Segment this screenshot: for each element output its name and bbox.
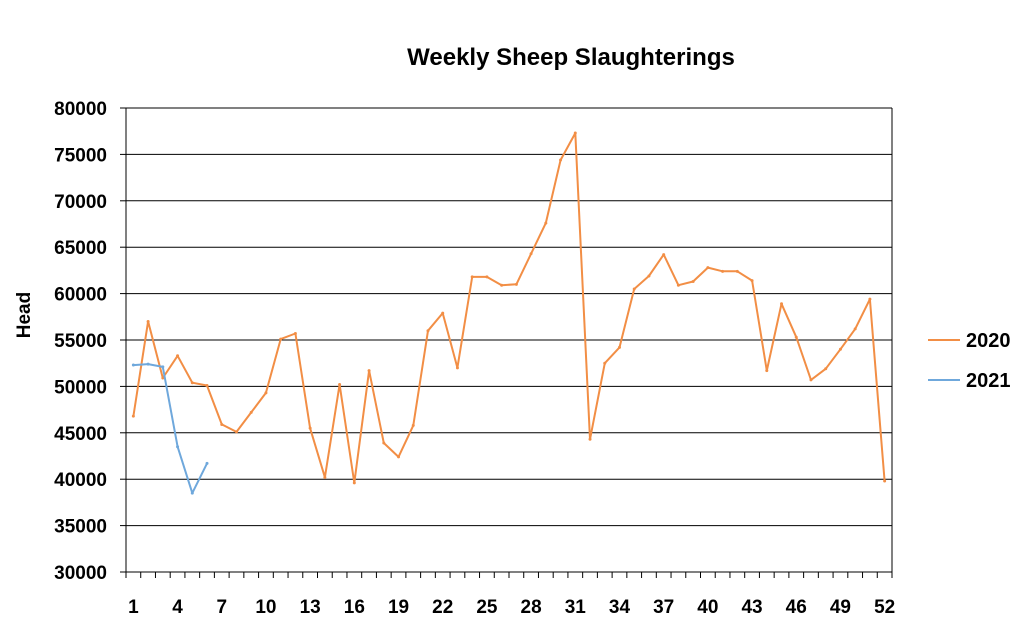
data-point-2020	[735, 269, 739, 273]
data-point-2020	[131, 414, 135, 418]
data-point-2020	[824, 367, 828, 371]
data-point-2020	[190, 381, 194, 385]
data-point-2020	[721, 269, 725, 273]
data-point-2020	[853, 327, 857, 331]
data-point-2021	[176, 445, 180, 449]
data-point-2020	[382, 441, 386, 445]
x-tick-label: 34	[609, 597, 631, 618]
axes: 30000 35000 40000 45000 50000 55000 60000 65000…	[54, 99, 895, 618]
x-tick-label: 16	[344, 597, 365, 618]
x-tick-label: 40	[697, 597, 718, 618]
data-point-2021	[205, 461, 209, 465]
data-point-2020	[544, 221, 548, 225]
y-tick-label: 65000	[54, 238, 107, 259]
y-tick-label: 60000	[54, 285, 107, 306]
y-axis-title: Head	[14, 292, 35, 338]
data-point-2020	[883, 479, 887, 483]
data-point-2020	[529, 252, 533, 256]
x-tick-label: 31	[565, 597, 587, 618]
x-tick-label: 28	[521, 597, 542, 618]
data-point-2020	[323, 475, 327, 479]
data-point-2020	[293, 332, 297, 336]
data-point-2020	[750, 279, 754, 283]
data-point-2020	[573, 131, 577, 135]
data-point-2020	[308, 426, 312, 430]
y-tick-label: 40000	[54, 470, 107, 491]
x-tick-label: 19	[388, 597, 409, 618]
data-point-2020	[765, 369, 769, 373]
data-point-2020	[809, 378, 813, 382]
x-tick-label: 25	[476, 597, 498, 618]
data-point-2020	[500, 283, 504, 287]
data-point-2020	[249, 410, 253, 414]
x-tick-label: 49	[830, 597, 851, 618]
data-point-2020	[588, 437, 592, 441]
data-point-2020	[603, 361, 607, 365]
data-point-2020	[220, 422, 224, 426]
data-point-2020	[146, 319, 150, 323]
data-point-2020	[632, 287, 636, 291]
data-point-2021	[161, 365, 165, 369]
data-point-2021	[131, 363, 135, 367]
data-point-2020	[647, 274, 651, 278]
x-tick-label: 37	[653, 597, 674, 618]
x-tick-label: 22	[432, 597, 453, 618]
series-line-2020	[132, 132, 886, 484]
data-point-2020	[780, 302, 784, 306]
y-tick-label: 70000	[54, 192, 107, 213]
data-point-2020	[411, 423, 415, 427]
data-point-2020	[397, 455, 401, 459]
x-tick-label: 13	[300, 597, 321, 618]
data-point-2020	[367, 369, 371, 373]
data-point-2020	[838, 347, 842, 351]
x-tick-label: 1	[128, 597, 139, 618]
x-tick-label: 52	[874, 597, 895, 618]
y-tick-label: 80000	[54, 99, 107, 120]
y-tick-label: 50000	[54, 377, 107, 398]
data-point-2021	[146, 362, 150, 366]
data-point-2020	[676, 283, 680, 287]
data-point-2020	[234, 430, 238, 434]
legend-label-2021: 2021	[966, 370, 1011, 392]
x-tick-label: 43	[741, 597, 762, 618]
data-point-2020	[868, 297, 872, 301]
y-tick-label: 55000	[54, 331, 107, 352]
data-point-2020	[279, 337, 283, 341]
x-tick-label: 7	[216, 597, 227, 618]
data-point-2020	[441, 311, 445, 315]
data-point-2020	[470, 275, 474, 279]
y-tick-label: 75000	[54, 145, 107, 166]
data-point-2020	[264, 391, 268, 395]
data-point-2020	[706, 266, 710, 270]
legend-label-2020: 2020	[966, 330, 1011, 352]
data-point-2021	[190, 491, 194, 495]
x-tick-label: 4	[172, 597, 183, 618]
y-tick-label: 30000	[54, 563, 107, 584]
series-line-2021	[133, 363, 208, 495]
data-point-2020	[176, 354, 180, 358]
data-point-2020	[205, 383, 209, 387]
data-point-2020	[794, 335, 798, 339]
data-point-2020	[352, 481, 356, 485]
y-tick-label: 45000	[54, 424, 107, 445]
data-point-2020	[426, 329, 430, 333]
series-lines	[131, 131, 887, 495]
data-point-2020	[662, 253, 666, 257]
data-point-2020	[514, 282, 518, 286]
chart-title: Weekly Sheep Slaughterings	[407, 44, 735, 71]
data-point-2020	[559, 158, 563, 162]
y-tick-label: 35000	[54, 517, 107, 538]
x-tick-label: 10	[255, 597, 276, 618]
data-point-2020	[161, 376, 165, 380]
legend: 2020 2021	[928, 330, 1011, 392]
x-tick-label: 46	[786, 597, 807, 618]
data-point-2020	[691, 280, 695, 284]
data-point-2020	[338, 383, 342, 387]
data-point-2020	[455, 366, 459, 370]
data-point-2020	[485, 275, 489, 279]
gridlines	[126, 107, 892, 527]
data-point-2020	[617, 345, 621, 349]
